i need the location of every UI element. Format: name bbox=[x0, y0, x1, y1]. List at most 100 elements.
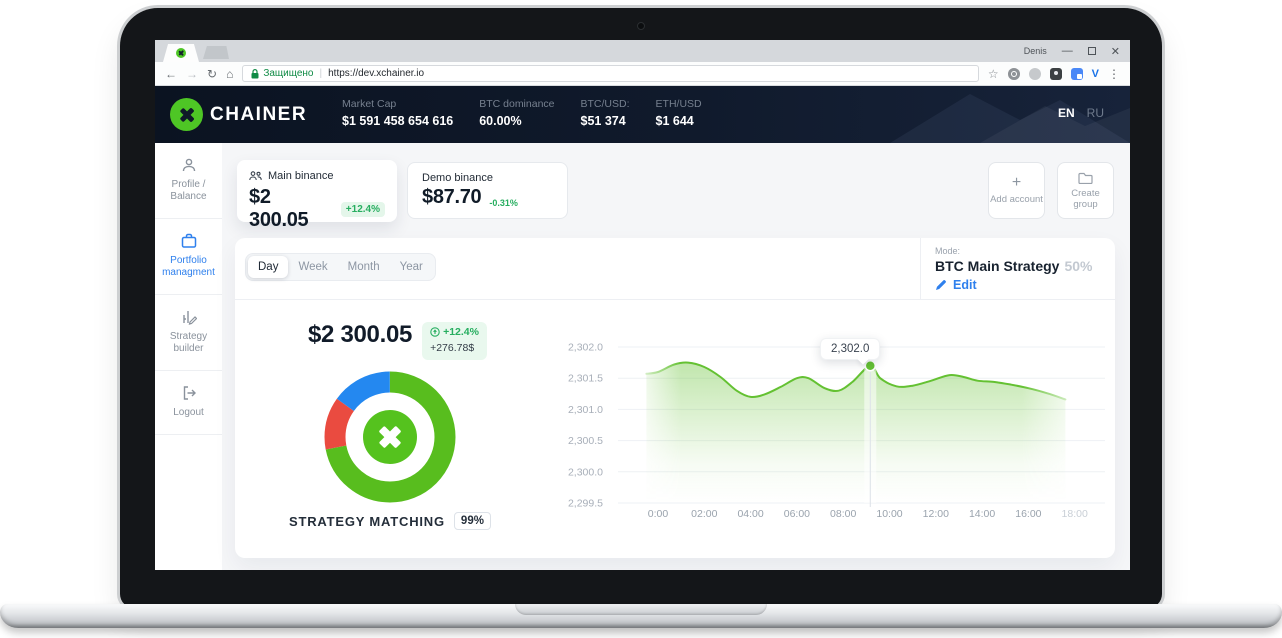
mode-name: BTC Main Strategy bbox=[935, 258, 1060, 274]
browser-window: Denis — ✕ ← → ↻ ⌂ Защищено | bbox=[155, 40, 1130, 570]
extension-icon-3[interactable] bbox=[1049, 67, 1062, 80]
mountain-decoration bbox=[890, 94, 1130, 143]
sidebar-item-profile-balance[interactable]: Profile / Balance bbox=[155, 143, 222, 219]
area-line bbox=[645, 361, 1067, 401]
lang-ru[interactable]: RU bbox=[1086, 106, 1104, 120]
account-balance: $87.70 bbox=[422, 186, 482, 208]
donut-slice-segment-red bbox=[324, 371, 456, 503]
extension-icon-2[interactable] bbox=[1028, 67, 1041, 80]
edit-button[interactable]: Edit bbox=[935, 278, 1101, 292]
mode-label: Mode: bbox=[935, 246, 961, 256]
edit-label: Edit bbox=[953, 278, 977, 292]
change-percent: +12.4% bbox=[443, 326, 479, 338]
user-icon bbox=[182, 158, 195, 172]
allocation-donut-chart bbox=[324, 371, 456, 503]
favicon bbox=[176, 48, 186, 58]
change-amount: +276.78$ bbox=[430, 342, 475, 354]
sidebar-item-label: Strategy builder bbox=[169, 331, 208, 354]
strategy-icon bbox=[182, 311, 197, 325]
range-tabs: Day Week Month Year bbox=[245, 253, 436, 281]
laptop-base-notch bbox=[515, 604, 767, 615]
sidebar-item-label: Logout bbox=[173, 407, 204, 418]
sidebar: Profile / Balance Portfolio managment St… bbox=[155, 143, 222, 570]
portfolio-summary: $2 300.05 +12.4% +276.78$ bbox=[308, 322, 487, 360]
account-card-main-binance[interactable]: Main binance $2 300.05 +12.4% bbox=[237, 160, 397, 231]
tab-month[interactable]: Month bbox=[347, 261, 380, 273]
sidebar-item-portfolio-managment[interactable]: Portfolio managment bbox=[155, 219, 222, 295]
x-tick-label: 08:00 bbox=[830, 508, 856, 520]
add-account-label: Add account bbox=[990, 194, 1043, 205]
sidebar-item-label: Profile / Balance bbox=[170, 179, 207, 202]
refresh-icon[interactable]: ↻ bbox=[207, 66, 218, 81]
x-tick-label: 18:00 bbox=[1062, 508, 1088, 520]
create-group-button[interactable]: Create group bbox=[1057, 162, 1114, 219]
language-switcher: EN RU bbox=[1058, 106, 1104, 120]
maximize-button[interactable] bbox=[1087, 47, 1096, 55]
forward-icon[interactable]: → bbox=[186, 66, 198, 81]
y-tick-label: 2,301.0 bbox=[568, 404, 603, 416]
folder-icon bbox=[1078, 172, 1093, 184]
account-card-demo-binance[interactable]: Demo binance $87.70 -0.31% bbox=[407, 162, 568, 219]
create-group-label: Create group bbox=[1071, 187, 1100, 210]
x-logo-icon bbox=[363, 410, 417, 464]
portfolio-area-chart[interactable]: 2,302.0 2,301.5 2,301.0 2,300.5 2,300.0 2,299… bbox=[560, 336, 1110, 531]
extension-icon-5[interactable]: V bbox=[1091, 67, 1099, 80]
chart-series bbox=[645, 361, 1067, 503]
x-tick-label: 16:00 bbox=[1015, 508, 1041, 520]
sidebar-item-logout[interactable]: Logout bbox=[155, 371, 222, 435]
back-icon[interactable]: ← bbox=[165, 66, 177, 81]
browser-tab-strip: Denis — ✕ bbox=[155, 40, 1130, 62]
y-tick-label: 2,301.5 bbox=[568, 373, 603, 385]
x-tick-label: 02:00 bbox=[691, 508, 717, 520]
strategy-matching-label: STRATEGY MATCHING bbox=[289, 513, 445, 529]
main-content: Main binance $2 300.05 +12.4% Demo binan… bbox=[222, 143, 1130, 570]
browser-toolbar: ← → ↻ ⌂ Защищено | https://dev.xchainer.… bbox=[155, 62, 1130, 86]
x-tick-label: 12:00 bbox=[923, 508, 949, 520]
x-logo-icon bbox=[170, 98, 203, 131]
briefcase-icon bbox=[181, 233, 196, 248]
minimize-button[interactable]: — bbox=[1061, 45, 1073, 57]
url-text: https://dev.xchainer.io bbox=[328, 68, 425, 79]
lock-icon bbox=[251, 68, 259, 78]
chart-tooltip: 2,302.0 bbox=[820, 338, 881, 360]
stat-market-cap: Market Cap $1 591 458 654 616 bbox=[342, 98, 454, 128]
lang-en[interactable]: EN bbox=[1057, 106, 1075, 120]
x-tick-label: 14:00 bbox=[969, 508, 995, 520]
marker-dot[interactable] bbox=[864, 359, 877, 372]
sidebar-item-strategy-builder[interactable]: Strategy builder bbox=[155, 295, 222, 371]
x-tick-label: 06:00 bbox=[784, 508, 810, 520]
x-tick-label: 10:00 bbox=[876, 508, 902, 520]
browser-tab[interactable] bbox=[163, 44, 199, 62]
account-name: Main binance bbox=[268, 170, 334, 182]
extension-icon-4[interactable] bbox=[1070, 67, 1083, 80]
sidebar-item-label: Portfolio managment bbox=[162, 255, 215, 278]
extension-icon-1[interactable] bbox=[1007, 67, 1020, 80]
portfolio-panel: Day Week Month Year Mode: BTC Main Strat… bbox=[235, 238, 1115, 558]
tab-year[interactable]: Year bbox=[399, 261, 423, 273]
chrome-menu-icon[interactable]: ⋮ bbox=[1108, 66, 1120, 81]
account-change: -0.31% bbox=[489, 197, 518, 208]
address-bar[interactable]: Защищено | https://dev.xchainer.io bbox=[242, 65, 979, 82]
mode-percent: 50% bbox=[1064, 258, 1093, 274]
webcam-dot bbox=[637, 22, 645, 30]
site-content: CHAINER Market Cap $1 591 458 654 616 BT… bbox=[155, 86, 1130, 570]
bookmark-star-icon[interactable]: ☆ bbox=[987, 66, 999, 81]
trend-up-icon bbox=[430, 327, 440, 337]
new-tab-button[interactable] bbox=[203, 46, 229, 59]
chrome-profile-name[interactable]: Denis bbox=[1023, 46, 1047, 56]
add-account-button[interactable]: + Add account bbox=[988, 162, 1045, 219]
tab-day[interactable]: Day bbox=[248, 256, 289, 278]
portfolio-change-badge: +12.4% +276.78$ bbox=[422, 322, 487, 360]
market-stats: Market Cap $1 591 458 654 616 BTC domina… bbox=[342, 98, 702, 128]
stat-btc-dominance: BTC dominance 60.00% bbox=[479, 98, 555, 128]
close-button[interactable]: ✕ bbox=[1110, 45, 1120, 58]
account-change-badge: +12.4% bbox=[340, 201, 385, 217]
mode-selector[interactable]: Mode: BTC Main Strategy 50% bbox=[920, 238, 1115, 300]
home-icon[interactable]: ⌂ bbox=[226, 66, 234, 81]
y-tick-label: 2,300.5 bbox=[568, 435, 603, 447]
account-balance: $2 300.05 bbox=[249, 186, 309, 231]
stat-eth-usd: ETH/USD $1 644 bbox=[655, 98, 702, 128]
brand-logo[interactable]: CHAINER bbox=[170, 98, 307, 131]
tab-week[interactable]: Week bbox=[298, 261, 328, 273]
